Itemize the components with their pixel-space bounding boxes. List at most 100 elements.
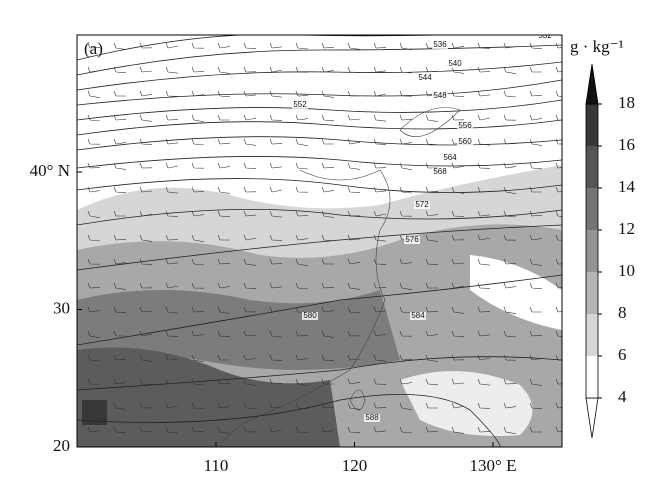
wind-barb [503,402,517,409]
colorbar-segment [586,230,598,272]
wind-barb [503,66,517,75]
wind-barb [269,210,283,218]
wind-barb [477,42,491,49]
wind-barb [373,402,387,409]
wind-barb [373,306,387,313]
wind-barb [503,114,517,121]
wind-barb [295,258,309,267]
wind-barb [295,426,309,433]
wind-barb [425,402,438,409]
wind-barb [217,306,231,314]
colorbar-segment [586,188,598,230]
wind-barb [217,114,230,121]
wind-barb [321,402,335,409]
wind-barb [451,42,465,49]
wind-barb [243,210,257,217]
wind-barb [321,186,335,193]
wind-barb [347,306,361,313]
wind-barb [269,378,283,385]
wind-barb [529,258,543,266]
wind-barb [477,210,491,217]
wind-barb [321,306,335,313]
wind-barb [191,42,205,49]
contour-label-bg [432,168,448,176]
contour-label: 536 [433,40,447,49]
wind-barb [243,258,257,266]
contour-label-bg [457,122,473,130]
wind-barb [139,234,153,242]
wind-barb [269,42,283,49]
wind-barb [165,66,179,74]
wind-barb [529,138,543,146]
wind-barb [87,354,101,362]
wind-barb [477,138,491,146]
wind-barb [87,426,101,433]
wind-barb [243,306,257,313]
wind-barb [373,210,387,217]
wind-barb [165,186,179,194]
wind-barb [399,402,413,411]
wind-barb [321,258,334,265]
wind-barb [529,282,543,290]
wind-barb [139,282,153,289]
wind-barb [217,42,231,49]
wind-barb [113,306,127,314]
wind-barb [347,66,361,73]
wind-barb [451,90,465,97]
wind-barb [87,282,101,289]
wind-barb [321,210,335,218]
wind-barb [347,258,361,265]
wind-barb [191,114,205,123]
wind-barb [451,426,465,434]
wind-barb [529,402,543,410]
contour-label-bg [442,154,458,162]
wind-barb [243,330,257,337]
wind-barb [399,330,413,337]
wind-barb [87,402,101,409]
wind-barb [425,378,439,386]
wind-barb [425,330,439,337]
wind-barb [269,306,283,313]
wind-barb [87,330,101,339]
contour-label-bg [364,414,380,422]
colorbar-tick-label: 8 [618,303,627,322]
wind-barb [165,402,179,409]
wind-barb [373,162,387,169]
wind-barb [321,66,335,73]
contour-label: 564 [443,153,457,162]
wind-barb [399,354,413,361]
contour-label: 548 [433,91,447,100]
wind-barb [529,66,542,73]
wind-barb [373,258,387,265]
wind-barb [399,66,413,74]
wind-barb [87,186,101,193]
wind-barb [113,66,127,74]
wind-barb [503,378,517,385]
contour-label: 568 [433,167,447,176]
wind-barb [113,186,127,194]
wind-barb [425,306,439,313]
wind-barb [477,186,491,193]
wind-barb [113,402,127,410]
wind-barb [165,282,179,289]
wind-barb [113,258,127,265]
wind-barb [139,306,153,313]
wind-barb [347,42,361,50]
wind-barb [269,402,283,409]
contour-label: 572 [415,200,429,209]
wind-barb [529,162,543,170]
wind-barb [113,354,127,361]
wind-barb [555,330,562,337]
wind-barb [373,354,387,362]
wind-barb [217,138,231,145]
wind-barb [269,162,283,169]
wind-barb [191,426,205,433]
contour-label-bg [537,35,553,40]
wind-barb [191,138,205,146]
wind-barb [295,402,309,410]
colorbar: 4 6 8 10 12 14 16 18 [585,63,636,439]
wind-barb [373,426,387,433]
wind-barb [243,66,257,73]
